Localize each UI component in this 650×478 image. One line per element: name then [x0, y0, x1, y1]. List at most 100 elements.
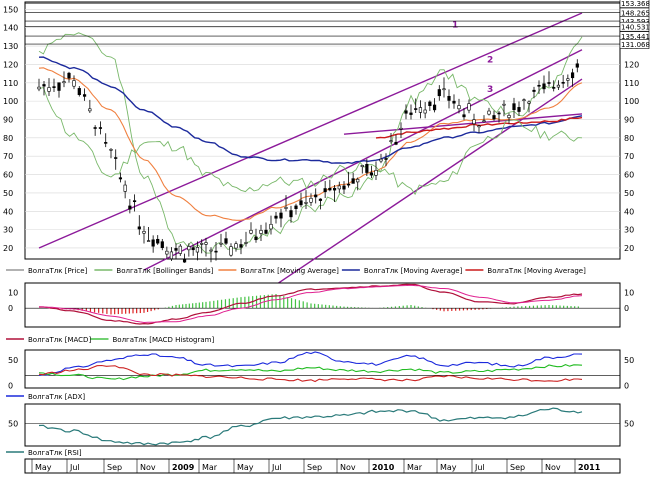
macd-tick-label: 0 — [8, 304, 13, 313]
price-tag — [619, 21, 650, 32]
candle-body — [384, 158, 388, 160]
candle-body — [432, 104, 437, 111]
candle-body — [77, 88, 81, 95]
candle-body — [174, 248, 178, 251]
price-tick-label: 150 — [3, 5, 18, 14]
candle-body — [418, 107, 423, 113]
price-tick-label: 100 — [3, 97, 18, 106]
candle-body — [191, 247, 195, 251]
price-panel[interactable] — [24, 1, 621, 260]
candle-body — [447, 95, 451, 101]
adx-tick-label: 50 — [624, 356, 634, 365]
channel-line — [143, 49, 583, 271]
price-tick-label: 120 — [624, 60, 639, 69]
rsi-panel[interactable] — [24, 403, 621, 447]
rsi-line — [38, 407, 583, 446]
candle-body — [244, 242, 248, 244]
price-tick-label: 110 — [3, 79, 18, 88]
candle-body — [249, 229, 253, 234]
time-label: Jul — [271, 463, 282, 472]
candle-body — [561, 82, 565, 84]
price-tag-value: 131.068 — [621, 41, 650, 49]
candle-body — [204, 242, 208, 245]
time-label: Sep — [107, 463, 122, 472]
adx-line — [38, 364, 583, 383]
candle-body — [169, 251, 174, 260]
candle-body — [128, 205, 132, 210]
time-label: Sep — [510, 463, 525, 472]
legend-label: ВолгаТлк [Moving Average] — [364, 267, 463, 275]
candle-body — [309, 197, 313, 203]
price-tick-label: 60 — [624, 171, 634, 180]
price-tick-label: 20 — [624, 244, 634, 253]
candle-body — [423, 109, 427, 114]
time-label: Nov — [545, 463, 561, 472]
rsi-plot — [25, 407, 620, 446]
candle-body — [214, 250, 218, 253]
candle-body — [137, 226, 141, 230]
candle-body — [346, 183, 351, 186]
candle-body — [507, 115, 511, 118]
time-label: Mar — [407, 463, 423, 472]
candle-body — [428, 101, 432, 106]
macd-axes: 10 0 10 0 — [8, 288, 634, 313]
candle-body — [259, 230, 263, 234]
channel-line — [343, 113, 583, 135]
candle-body — [146, 240, 151, 242]
candle-body — [239, 244, 243, 248]
price-labels: 153.368148.265143.593140.531135.441131.0… — [25, 0, 650, 49]
time-label: May — [237, 463, 254, 472]
time-label: 2009 — [172, 463, 195, 472]
time-label: May — [440, 463, 457, 472]
candle-body — [537, 84, 541, 87]
legend-label: ВолгаТлк [Moving Average] — [487, 267, 586, 275]
candle-body — [497, 112, 501, 115]
candle-body — [151, 239, 155, 247]
rsi-axes: 50 50 — [8, 419, 634, 428]
candle-body — [337, 185, 341, 190]
time-label: May — [35, 463, 52, 472]
candle-body — [98, 127, 103, 129]
legend-label: ВолгаТлк [Bollinger Bands] — [116, 267, 213, 275]
candle-body — [323, 188, 327, 193]
candle-body — [274, 215, 278, 219]
price-tick-label: 110 — [624, 79, 639, 88]
series-line — [38, 56, 583, 165]
candle-body — [369, 172, 374, 176]
candle-body — [360, 165, 364, 168]
price-tick-label: 70 — [624, 152, 634, 161]
legend-label: ВолгаТлк [MACD] — [28, 336, 91, 344]
time-axis-labels: May Jul Sep Nov 2009 Mar May Jul Sep Nov 2010 Mar Ma… — [31, 459, 601, 473]
candle-body — [264, 229, 268, 234]
candle-body — [114, 157, 118, 159]
candle-body — [318, 198, 323, 201]
macd-plot — [25, 283, 620, 325]
time-label: 2010 — [372, 463, 395, 472]
time-label: Mar — [202, 463, 218, 472]
legend-label: ВолгаТлк [Price] — [28, 267, 88, 275]
candle-body — [42, 84, 46, 87]
adx-tick-label: 0 — [8, 381, 13, 390]
candle-body — [472, 119, 476, 125]
candle-body — [224, 238, 228, 244]
channel-label: 2 — [487, 56, 493, 66]
candle-body — [527, 101, 531, 104]
adx-plot — [25, 351, 620, 383]
candle-body — [294, 205, 298, 209]
candle-body — [187, 246, 191, 251]
adx-tick-label: 50 — [8, 356, 18, 365]
candle-body — [234, 243, 238, 249]
price-tick-label: 30 — [624, 226, 634, 235]
macd-legend: ВолгаТлк [MACD] ВолгаТлк [MACD Histogram] — [6, 336, 214, 344]
candle-body — [200, 243, 204, 245]
price-tick-label: 60 — [3, 171, 13, 180]
candle-body — [47, 87, 51, 92]
candle-body — [477, 125, 481, 128]
candle-body — [269, 223, 273, 230]
price-tick-label: 70 — [3, 152, 13, 161]
candle-body — [409, 112, 413, 115]
macd-tick-label: 10 — [8, 288, 18, 297]
time-label: Jul — [474, 463, 485, 472]
